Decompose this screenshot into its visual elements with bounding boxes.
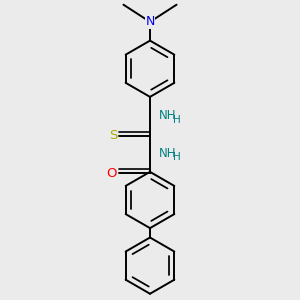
Text: H: H <box>173 152 181 162</box>
Text: S: S <box>109 129 117 142</box>
Text: NH: NH <box>159 109 177 122</box>
Text: N: N <box>145 15 155 28</box>
Text: O: O <box>107 167 117 180</box>
Text: H: H <box>173 115 181 125</box>
Text: NH: NH <box>159 147 177 160</box>
